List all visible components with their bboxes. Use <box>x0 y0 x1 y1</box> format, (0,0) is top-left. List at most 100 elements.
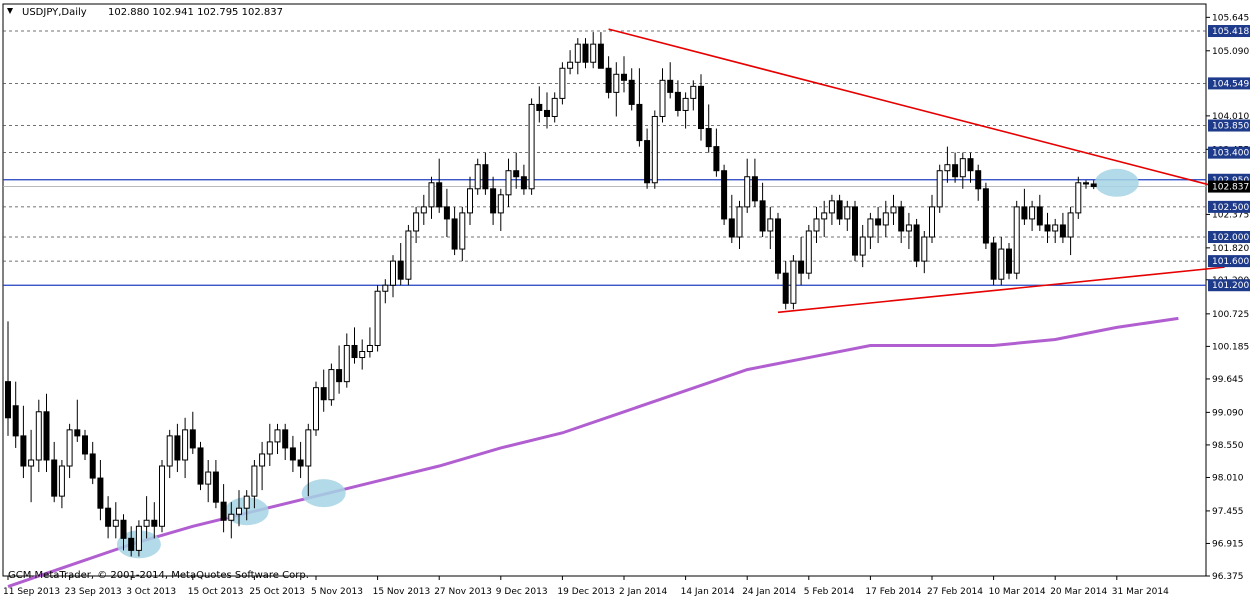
candle-body <box>105 507 112 527</box>
y-tick-label: 96.375 <box>1212 572 1244 582</box>
candle-body <box>597 43 604 69</box>
level-label-bg <box>1208 231 1250 244</box>
plot-area <box>2 3 1207 577</box>
candle-body <box>413 212 420 232</box>
price-axis: 105.645105.090104.010103.455102.375101.8… <box>1206 13 1250 582</box>
candle-body <box>135 525 142 551</box>
level-label: 103.850 <box>1212 122 1249 132</box>
candle-body <box>28 459 35 467</box>
candle-body <box>628 79 635 105</box>
candle-body <box>798 260 805 274</box>
candle-body <box>536 103 543 111</box>
candle-body <box>1090 183 1097 188</box>
x-tick-label: 2 Jan 2014 <box>619 587 667 597</box>
candle-body <box>867 218 874 238</box>
candle-body <box>713 146 720 172</box>
candle-body <box>644 140 651 184</box>
candle-body <box>443 206 450 220</box>
x-tick-label: 15 Oct 2013 <box>188 587 244 597</box>
candle-body <box>151 519 158 527</box>
candle-body <box>212 471 219 503</box>
candle-body <box>590 43 597 63</box>
y-tick-label: 102.375 <box>1212 210 1249 220</box>
x-tick-label: 25 Oct 2013 <box>249 587 305 597</box>
x-tick-label: 19 Dec 2013 <box>557 587 615 597</box>
highlight-ellipse <box>301 479 346 508</box>
candle-body <box>513 170 520 178</box>
current-price-label-bg <box>1208 180 1250 193</box>
candle-body <box>944 164 951 172</box>
candle-body <box>921 236 928 262</box>
candle-body <box>682 97 689 111</box>
candle-body <box>582 43 589 63</box>
candle-body <box>251 465 258 497</box>
x-tick-label: 10 Mar 2014 <box>989 587 1046 597</box>
candle-body <box>297 459 304 467</box>
x-tick-label: 24 Jan 2014 <box>742 587 796 597</box>
candle-body <box>790 260 797 304</box>
candle-body <box>390 260 396 286</box>
candle-body <box>420 206 427 214</box>
trendline-support <box>777 266 1225 314</box>
candle-body <box>1029 206 1036 220</box>
x-tick-label: 27 Nov 2013 <box>434 587 492 597</box>
candle-body <box>1067 212 1074 238</box>
y-tick-label: 101.820 <box>1212 244 1249 254</box>
candle-body <box>159 465 165 527</box>
candle-body <box>667 79 674 93</box>
candle-body <box>821 212 828 220</box>
x-tick-label: 9 Dec 2013 <box>496 587 548 597</box>
candle-body <box>305 429 312 467</box>
y-tick-label: 98.010 <box>1212 473 1244 483</box>
x-tick-label: 23 Sep 2013 <box>65 587 122 597</box>
y-tick-label: 97.455 <box>1212 507 1244 517</box>
candle-body <box>844 206 851 220</box>
header-arrow-icon <box>7 8 13 14</box>
candle-body <box>1075 182 1082 214</box>
level-label-bg <box>1208 25 1250 38</box>
candle-body <box>82 435 88 455</box>
candle-body <box>636 103 643 142</box>
candle-body <box>490 188 497 214</box>
candle-body <box>182 429 189 461</box>
candle-body <box>66 429 73 467</box>
candle-body <box>58 465 65 497</box>
candle-body <box>929 206 935 238</box>
candle-body <box>767 218 774 232</box>
x-tick-label: 5 Nov 2013 <box>311 587 363 597</box>
candle-body <box>1021 206 1028 220</box>
level-label: 103.400 <box>1212 149 1249 159</box>
candle-body <box>289 447 296 461</box>
candle-body <box>5 381 11 419</box>
candle-body <box>351 344 358 359</box>
y-tick-label: 100.185 <box>1212 342 1249 352</box>
x-tick-label: 5 Feb 2014 <box>804 587 855 597</box>
candle-body <box>782 272 789 304</box>
candle-body <box>751 176 758 202</box>
candle-body <box>97 477 104 509</box>
candle-body <box>12 405 19 437</box>
x-tick-label: 27 Feb 2014 <box>927 587 983 597</box>
candle-body <box>990 242 997 280</box>
candle-body <box>736 206 743 238</box>
y-tick-label: 105.090 <box>1212 47 1249 57</box>
candle-body <box>474 164 481 190</box>
level-label-bg <box>1208 200 1250 213</box>
candle-body <box>959 158 966 178</box>
candle-body <box>728 218 735 238</box>
candle-body <box>197 447 204 485</box>
candle-body <box>266 441 273 455</box>
candle-body <box>20 435 27 467</box>
candle-body <box>320 387 327 401</box>
candle-body <box>1013 206 1020 274</box>
candle-body <box>659 79 666 117</box>
candle-body <box>228 513 235 521</box>
candle-body <box>359 351 366 359</box>
candle-body <box>567 61 574 69</box>
candle-body <box>905 224 912 232</box>
candle-body <box>366 344 373 353</box>
x-tick-label: 20 Mar 2014 <box>1050 587 1107 597</box>
candle-body <box>952 164 959 178</box>
candle-body <box>166 435 173 467</box>
